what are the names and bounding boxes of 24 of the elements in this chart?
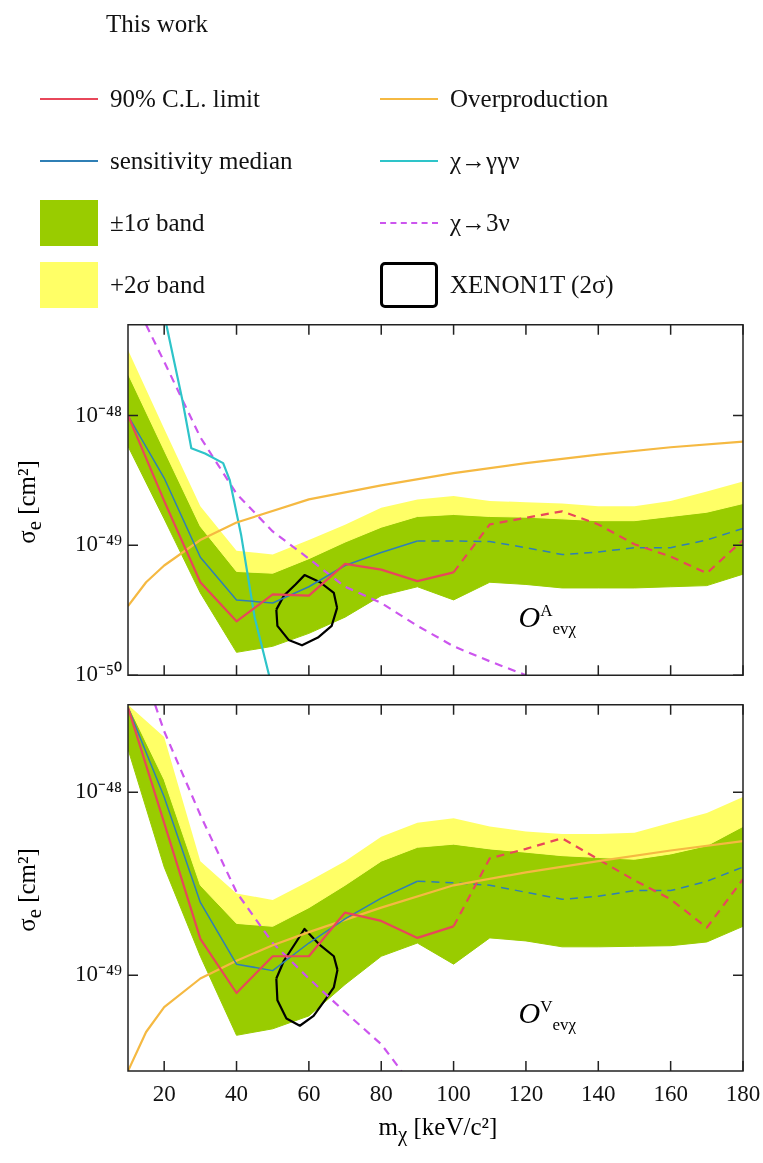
legend-label: XENON1T (2σ) <box>450 271 614 299</box>
legend-label: ±1σ band <box>110 209 205 237</box>
legend-title: This work <box>106 10 209 38</box>
y-tick-label: 10⁻⁴⁹ <box>74 531 122 557</box>
x-tick-label: 60 <box>297 1080 321 1106</box>
legend-label: χ→3ν <box>450 209 510 237</box>
x-tick-label: 100 <box>436 1080 471 1106</box>
legend-label: χ→γγν <box>450 147 520 175</box>
x-tick-label: 20 <box>152 1080 176 1106</box>
y-tick-label: 10⁻⁴⁸ <box>74 778 122 804</box>
legend-label: Overproduction <box>450 85 609 113</box>
y-tick-label: 10⁻⁴⁹ <box>74 961 122 987</box>
x-tick-label: 140 <box>581 1080 616 1106</box>
legend-label: 90% C.L. limit <box>110 85 260 113</box>
x-tick-label: 120 <box>508 1080 544 1106</box>
legend-label: +2σ band <box>110 271 205 299</box>
x-tick-label: 180 <box>725 1080 761 1106</box>
y-tick-label: 10⁻⁵⁰ <box>74 661 122 687</box>
x-axis-title: m$_{χ}$ [keV/c²] <box>377 1113 499 1147</box>
x-tick-label: 80 <box>369 1080 393 1106</box>
y-tick-label: 10⁻⁴⁸ <box>74 401 122 427</box>
legend-label: sensitivity median <box>110 147 293 175</box>
x-tick-label: 160 <box>653 1080 688 1106</box>
x-tick-label: 40 <box>225 1080 249 1106</box>
